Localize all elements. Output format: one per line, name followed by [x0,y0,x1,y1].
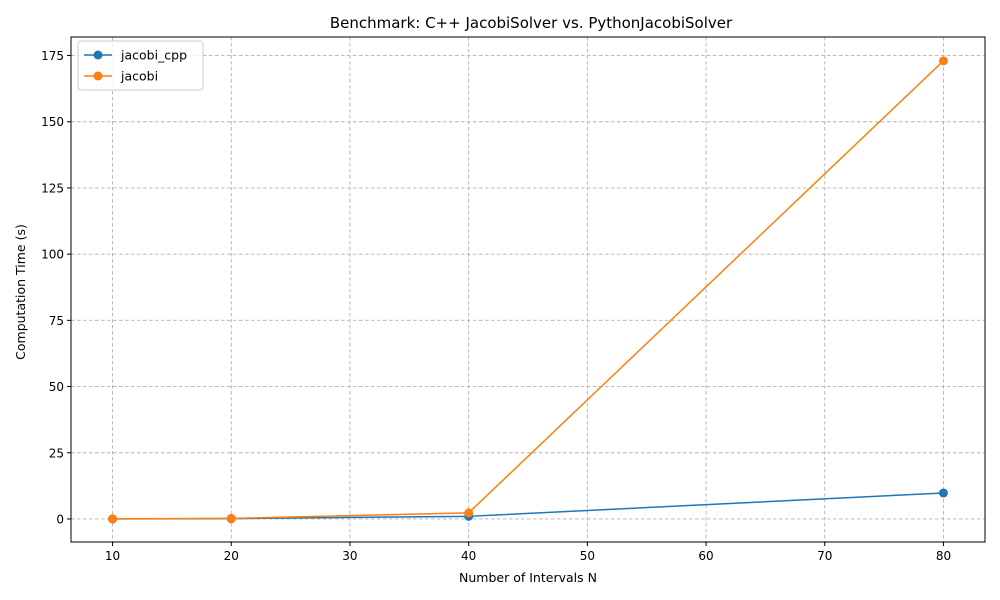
legend-box [77,40,204,91]
y-tick-label: 175 [41,49,64,63]
y-tick-label: 75 [49,314,64,328]
data-point-jacobi [226,513,236,523]
series-line-jacobi [112,60,944,520]
data-point-jacobi-cpp [938,488,948,498]
legend: jacobi_cpp jacobi [77,40,204,91]
series-layer [108,56,948,524]
x-tick-label: 20 [224,549,239,563]
y-tick-label: 100 [41,248,64,262]
x-tick-label: 10 [105,549,120,563]
legend-label-jacobi-cpp: jacobi_cpp [120,48,187,63]
x-tick-label: 50 [580,549,595,563]
y-axis-label: Computation Time (s) [13,224,28,360]
series-line-jacobi-cpp [112,492,944,520]
data-point-jacobi [108,514,118,524]
legend-marker-jacobi-cpp [93,50,103,60]
plot-frame [70,36,986,543]
x-tick-label: 40 [461,549,476,563]
y-tick-label: 0 [56,512,64,526]
legend-label-jacobi: jacobi [120,69,158,84]
y-tick-label: 50 [49,380,64,394]
grid [71,37,985,542]
legend-marker-jacobi [93,71,103,81]
x-tick-label: 30 [342,549,357,563]
y-tick-label: 150 [41,115,64,129]
x-tick-label: 60 [698,549,713,563]
y-tick-label: 25 [49,446,64,460]
x-axis-label: Number of Intervals N [459,570,597,585]
data-point-jacobi [938,56,948,66]
chart-title: Benchmark: C++ JacobiSolver vs. PythonJa… [330,14,733,32]
x-tick-label: 80 [936,549,951,563]
x-tick-label: 70 [817,549,832,563]
ticks: 10 20 30 40 50 60 70 80 0 25 50 75 100 125 150 175 [41,49,951,563]
y-tick-label: 125 [41,181,64,195]
data-point-jacobi [464,508,474,518]
